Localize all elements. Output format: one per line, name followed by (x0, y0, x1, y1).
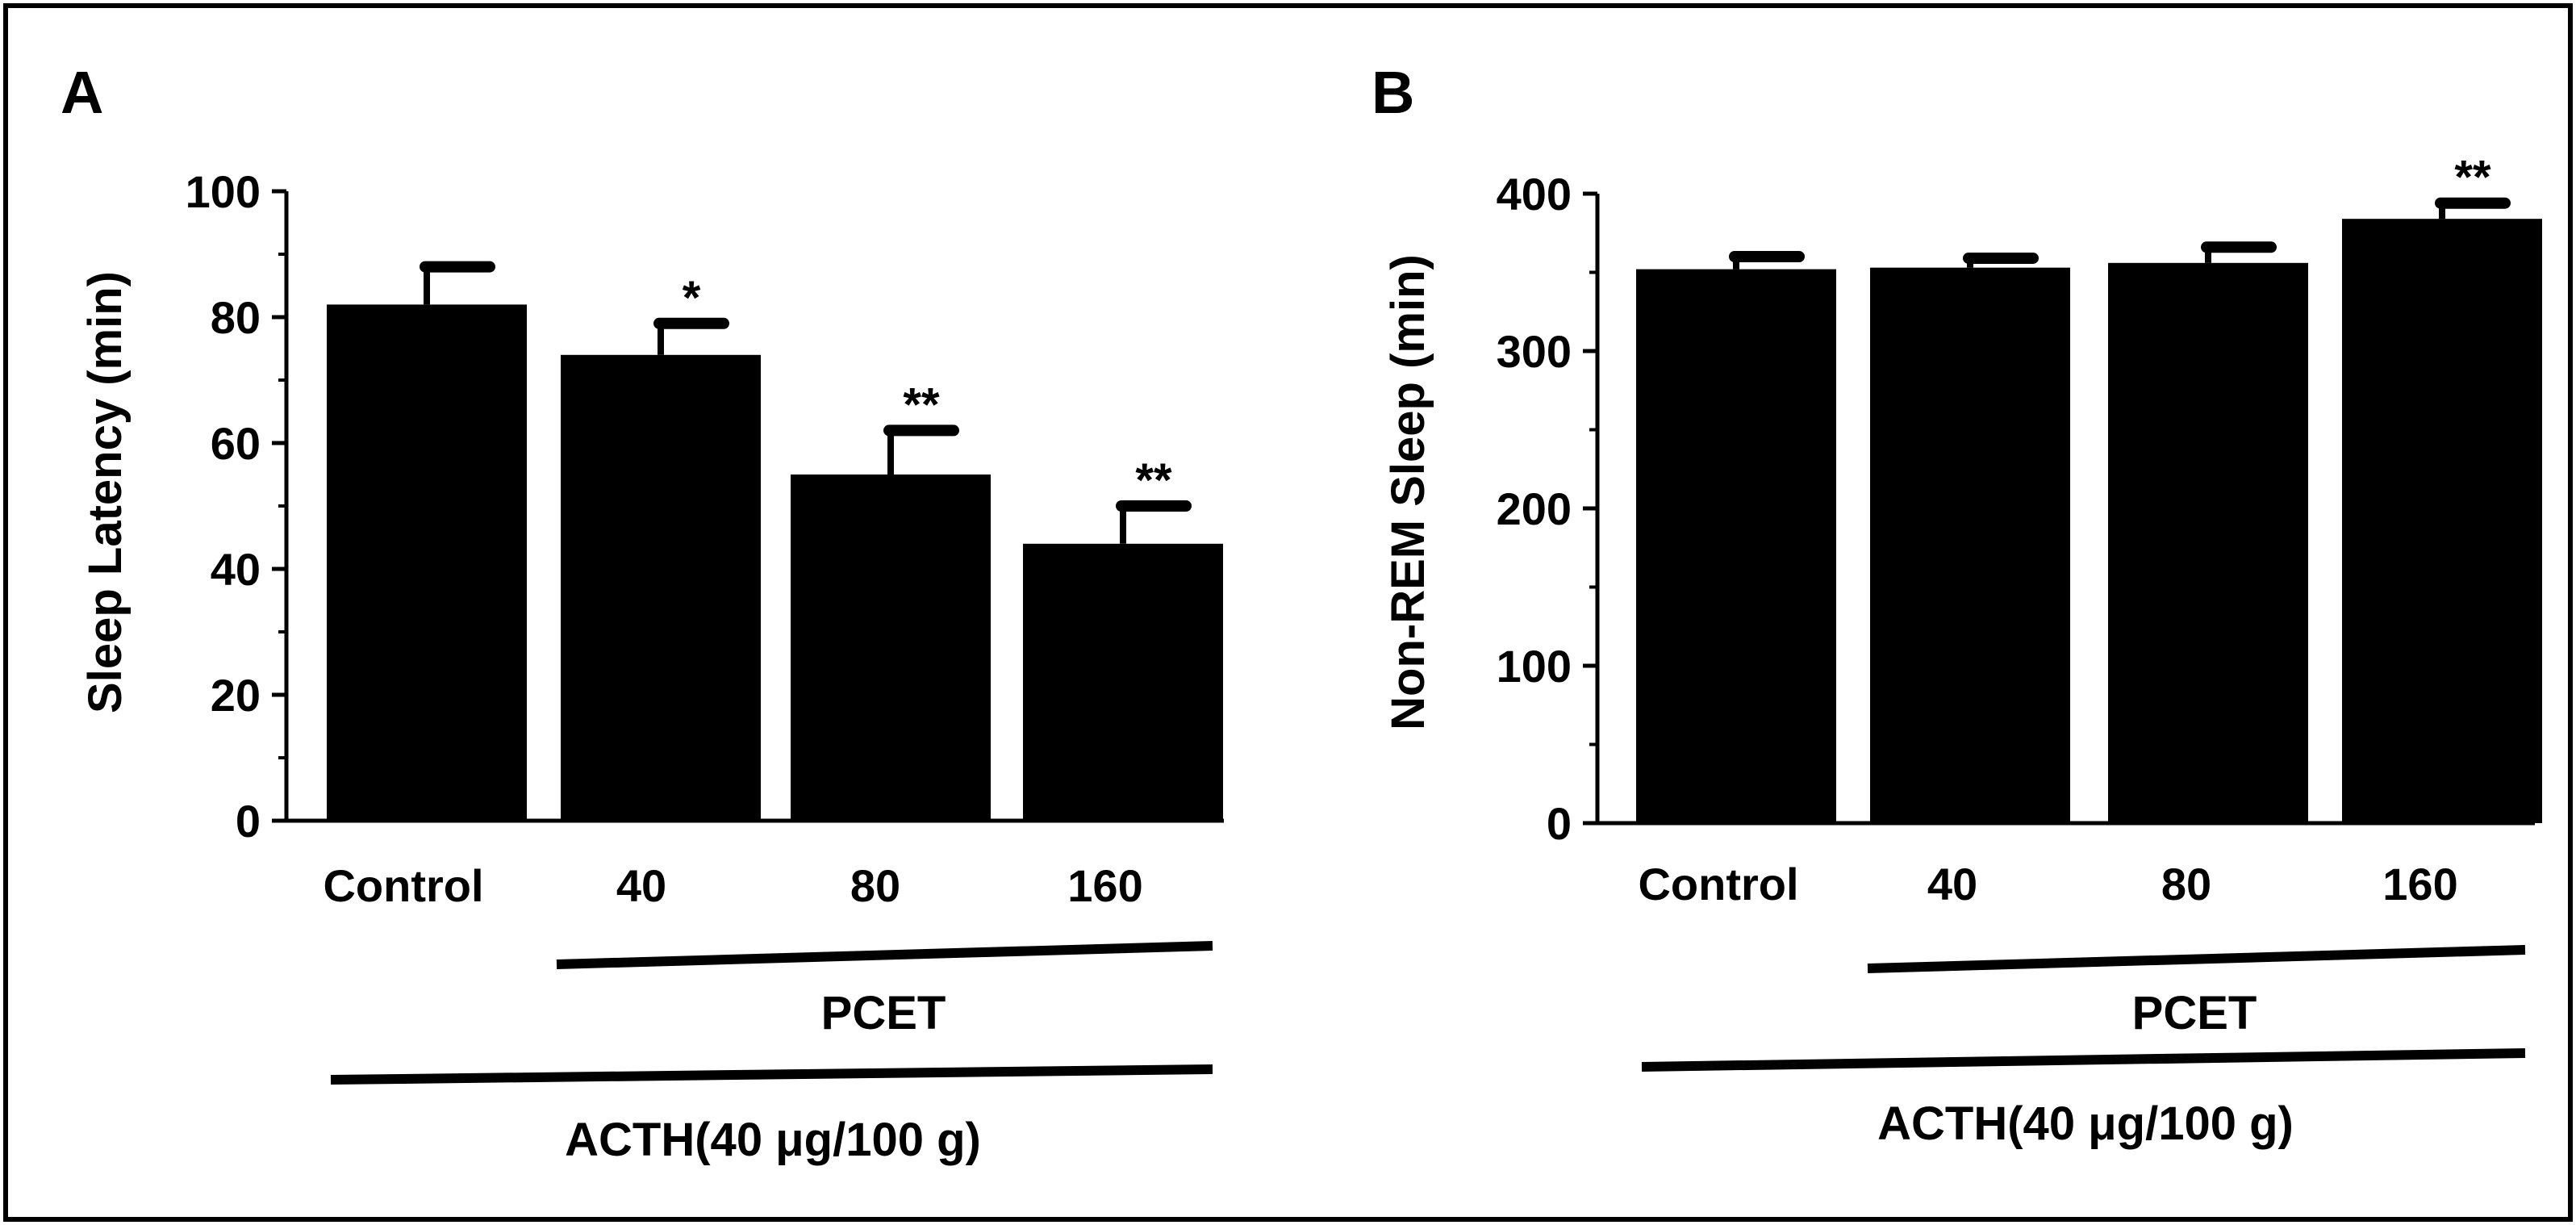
panel-a-significance-mark: ** (903, 378, 940, 431)
panel-a-y-tick-label: 0 (236, 796, 261, 847)
panel-b-acth-group: ACTH(40 μg/100 g) (1641, 1048, 2526, 1150)
panel-b-x-tick-label: 160 (2382, 859, 2457, 909)
panel-b-x-labels: Control 40 80 160 (1638, 859, 2457, 909)
panel-b-bar (2108, 262, 2308, 823)
panel-b-y-tick-label: 300 (1497, 326, 1572, 377)
panel-b-bar (1870, 267, 2070, 823)
panel-a-pcet-group: PCET (556, 941, 1213, 1039)
panel-a-y-tick-label: 60 (211, 418, 261, 469)
panel-b-bar (1636, 269, 1836, 824)
panel-a-bars: ***** (327, 261, 1223, 821)
panel-b-pcet-bracket (1867, 945, 2526, 973)
panel-a-x-tick-label: 160 (1067, 860, 1142, 911)
panel-a-acth-group: ACTH(40 μg/100 g) (330, 1064, 1213, 1166)
panel-a-x-tick-label: 40 (616, 860, 666, 911)
panel-b-pcet-group: PCET (1867, 945, 2526, 1039)
panel-a-label: A (61, 59, 103, 126)
panel-b-y-axis-title: Non-REM Sleep (min) (1382, 254, 1434, 730)
panel-b: B Non-REM Sleep (min) 0 100 200 300 400 ** C… (1372, 59, 2542, 1150)
panel-b-bars: ** (1636, 152, 2542, 824)
panel-a-y-tick-label: 20 (211, 670, 261, 721)
panel-b-y-tick-label: 100 (1497, 641, 1572, 692)
panel-b-x-tick-label: 40 (1927, 859, 1977, 909)
panel-a-y-axis: 0 20 40 60 80 100 (186, 166, 289, 847)
panel-a-pcet-bracket (556, 941, 1213, 969)
panel-a-bar (327, 304, 527, 821)
panel-b-label: B (1372, 59, 1414, 126)
panel-b-y-tick-label: 200 (1497, 483, 1572, 534)
panel-a-bar (561, 354, 761, 821)
panel-b-significance-mark: ** (2454, 152, 2491, 204)
panel-b-x-tick-label: Control (1638, 859, 1798, 909)
panel-b-pcet-label: PCET (2132, 987, 2257, 1039)
panel-a-x-labels: Control 40 80 160 (323, 860, 1142, 911)
panel-a-bar (1023, 543, 1223, 821)
panel-b-acth-bracket (1641, 1048, 2526, 1072)
panel-a-acth-label: ACTH(40 μg/100 g) (565, 1114, 981, 1166)
panel-a-acth-bracket (330, 1064, 1213, 1085)
panel-a-x-tick-label: 80 (850, 860, 900, 911)
panel-a-pcet-label: PCET (821, 987, 946, 1039)
panel-b-y-ticks: 0 100 200 300 400 (1497, 169, 1597, 849)
panel-b-y-axis: 0 100 200 300 400 (1497, 169, 1600, 849)
panel-a-x-tick-label: Control (323, 860, 483, 911)
panel-a-significance-mark: ** (1135, 454, 1172, 507)
panel-a-y-axis-title: Sleep Latency (min) (79, 271, 132, 713)
panel-b-acth-label: ACTH(40 μg/100 g) (1877, 1097, 2294, 1150)
panel-b-x-tick-label: 80 (2161, 859, 2211, 909)
panel-a-y-ticks: 0 20 40 60 80 100 (186, 166, 286, 847)
panel-a-y-tick-label: 40 (211, 544, 261, 595)
panel-a-y-tick-label: 80 (211, 292, 261, 343)
panel-a-y-tick-label: 100 (186, 166, 261, 217)
panel-b-y-tick-label: 400 (1497, 169, 1572, 219)
panel-a-significance-mark: * (683, 272, 701, 324)
panel-b-y-tick-label: 0 (1547, 798, 1572, 849)
panel-a-bar (791, 475, 991, 821)
panel-b-bar (2342, 219, 2542, 823)
